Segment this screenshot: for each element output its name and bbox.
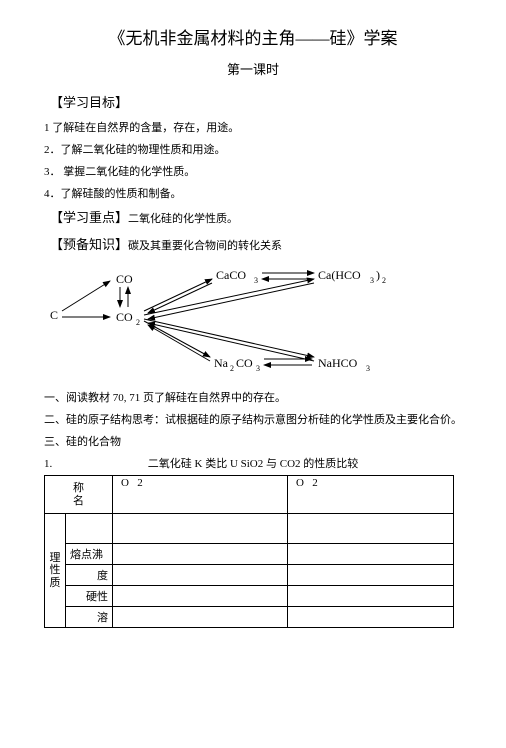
th-col3-o: O xyxy=(296,477,304,489)
page-subtitle: 第一课时 xyxy=(44,59,462,78)
node-cahco32: Ca(HCO xyxy=(318,268,361,282)
conversion-diagram: C CO CO2 CaCO3 Ca(HCO3)2 Na2CO3 NaHCO3 xyxy=(44,261,404,381)
row-rongdian: 熔点沸 xyxy=(66,544,113,565)
para-3: 三、硅的化合物 xyxy=(44,433,462,449)
node-caco3: CaCO xyxy=(216,268,246,282)
caption-num: 1. xyxy=(44,458,52,470)
th-col2-o: O xyxy=(121,477,129,489)
focus-heading: 【学习重点】二氧化硅的化学性质。 xyxy=(50,207,462,226)
comparison-table: 称名 O 2 O 2 理性质 熔点沸 度 硬性 溶 xyxy=(44,475,454,628)
prep-head-label: 【预备知识】 xyxy=(50,237,128,252)
goal-3: 3． 掌握二氧化硅的化学性质。 xyxy=(44,163,462,179)
row-du: 度 xyxy=(66,565,113,586)
focus-head-label: 【学习重点】 xyxy=(50,210,128,225)
th-col2-2: 2 xyxy=(137,477,143,489)
th-col3-2: 2 xyxy=(312,477,318,489)
node-cahco32-sub2: 2 xyxy=(382,276,386,285)
node-cahco32-p: ) xyxy=(376,268,380,282)
focus-text: 二氧化硅的化学性质。 xyxy=(128,213,238,225)
table-caption: 1. 二氧化硅 K 类比 U SiO2 与 CO2 的性质比较 xyxy=(44,455,462,471)
node-nahco3: NaHCO xyxy=(318,356,358,370)
row-rong: 溶 xyxy=(66,607,113,628)
th-col2: O 2 xyxy=(113,476,288,514)
page-title: 《无机非金属材料的主角——硅》学案 xyxy=(44,24,462,49)
goal-heading: 【学习目标】 xyxy=(50,92,462,111)
node-na2co3-s2: 2 xyxy=(230,364,234,373)
node-na2co3: Na xyxy=(214,356,229,370)
node-na2co3-s3: 3 xyxy=(256,364,260,373)
goal-4: 4．了解硅酸的性质和制备。 xyxy=(44,185,462,201)
goal-2: 2．了解二氧化硅的物理性质和用途。 xyxy=(44,141,462,157)
prep-heading: 【预备知识】碳及其重要化合物间的转化关系 xyxy=(50,234,462,253)
node-c: C xyxy=(50,308,58,322)
node-nahco3-sub: 3 xyxy=(366,364,370,373)
node-co2-sub: 2 xyxy=(136,318,140,327)
node-co: CO xyxy=(116,272,133,286)
row-ying: 硬性 xyxy=(66,586,113,607)
para-1: 一、阅读教材 70, 71 页了解硅在自然界中的存在。 xyxy=(44,389,462,405)
th-name: 称名 xyxy=(45,476,113,514)
prep-text: 碳及其重要化合物间的转化关系 xyxy=(128,240,282,252)
node-cahco32-sub3: 3 xyxy=(370,276,374,285)
row-side-phys: 理性质 xyxy=(45,514,66,628)
node-caco3-sub: 3 xyxy=(254,276,258,285)
node-na2co3-co: CO xyxy=(236,356,253,370)
node-co2: CO xyxy=(116,310,133,324)
para-2: 二、硅的原子结构思考：试根据硅的原子结构示意图分析硅的化学性质及主要化合价。 xyxy=(44,411,462,427)
caption-text: 二氧化硅 K 类比 U SiO2 与 CO2 的性质比较 xyxy=(148,458,359,470)
th-col3: O 2 xyxy=(288,476,454,514)
goal-1: 1 了解硅在自然界的含量，存在，用途。 xyxy=(44,119,462,135)
